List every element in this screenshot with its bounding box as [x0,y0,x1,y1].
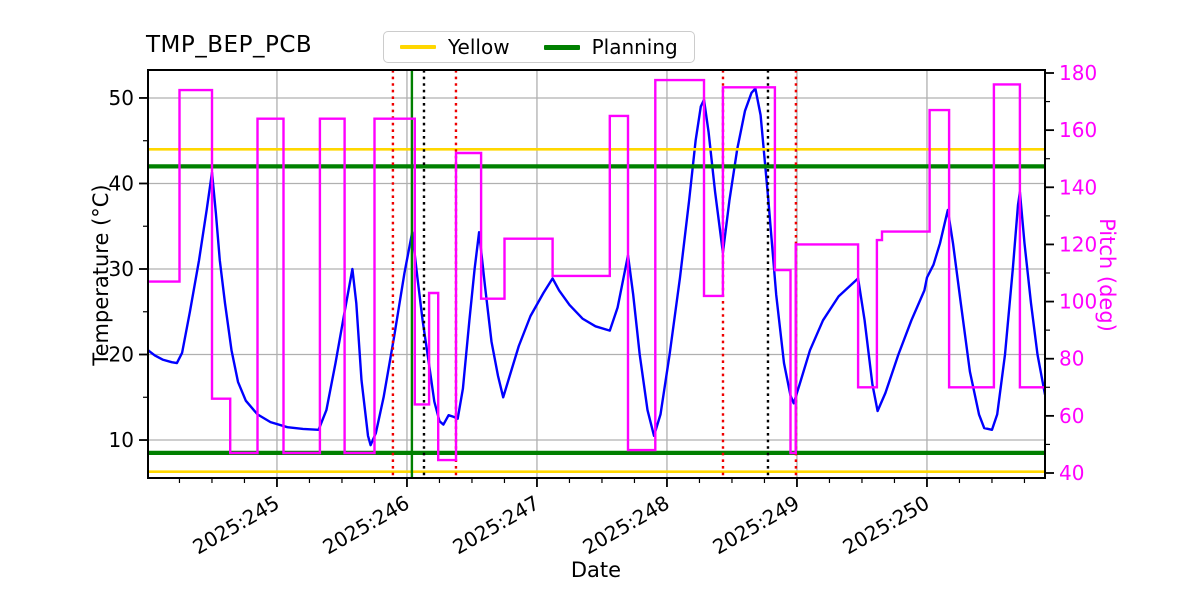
y-right-tick-label: 100 [1059,290,1097,314]
legend-item-planning: Planning [543,35,678,59]
x-tick-label: 2025:247 [448,491,543,560]
x-tick-label: 2025:250 [838,491,933,560]
y-left-tick-label: 50 [109,86,134,110]
legend-label-yellow: Yellow [448,35,510,59]
chart-title: TMP_BEP_PCB [146,32,313,58]
x-tick-label: 2025:246 [318,491,413,560]
legend-label-planning: Planning [591,35,678,59]
y-left-tick-label: 20 [109,343,134,367]
legend-item-yellow: Yellow [400,35,510,59]
y-left-tick-label: 30 [109,257,134,281]
y-left-tick-label: 10 [109,428,134,452]
legend: Yellow Planning [383,31,695,63]
y-right-tick-label: 180 [1059,61,1097,85]
plot-border [147,69,1046,479]
planning-line-swatch [543,44,580,50]
y-right-tick-label: 60 [1059,404,1084,428]
y-left-tick-label: 40 [109,171,134,195]
temperature-line [148,87,1045,447]
yellow-line-swatch [400,45,436,49]
x-tick-label: 2025:245 [188,491,283,560]
x-tick-label: 2025:249 [708,491,803,560]
y-right-tick-label: 80 [1059,347,1084,371]
x-axis-label: Date [570,558,622,582]
y-right-tick-label: 40 [1059,461,1084,485]
x-tick-label: 2025:248 [578,491,673,560]
y-right-tick-label: 160 [1059,118,1097,142]
y-right-tick-label: 140 [1059,175,1097,199]
y-right-tick-label: 120 [1059,232,1097,256]
pitch-line [148,78,1045,462]
